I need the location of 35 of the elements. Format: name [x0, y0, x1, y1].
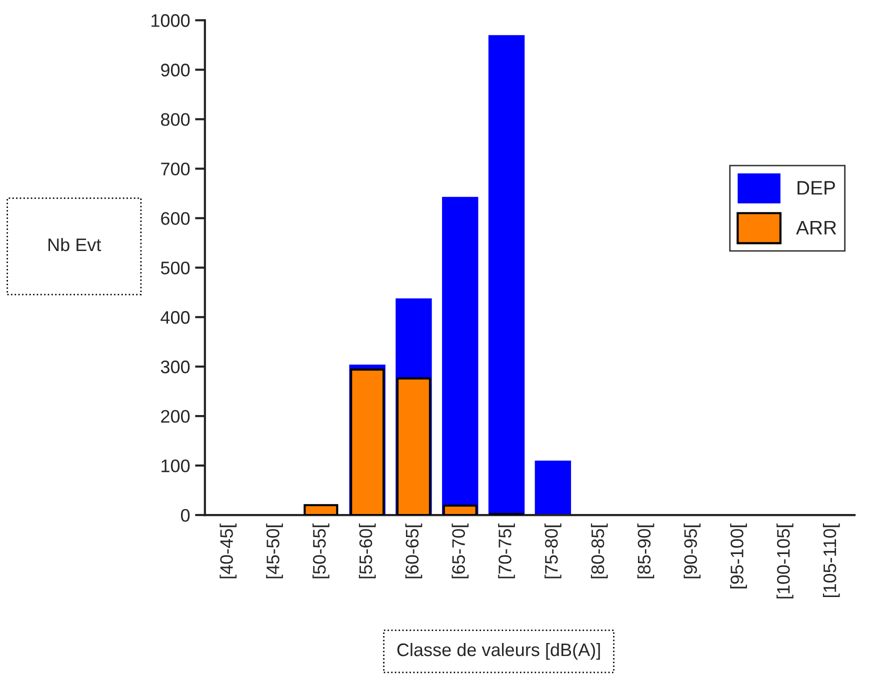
x-tick-label: [50-55[ — [312, 523, 330, 578]
y-tick-label: 300 — [160, 360, 190, 374]
y-tick-label: 900 — [161, 64, 190, 76]
x-tick-label: [65-70[ — [452, 523, 469, 578]
y-tick-label: 1000 — [152, 14, 190, 27]
x-tick-label: [100-105[ — [776, 523, 794, 598]
x-tick-label: [70-75[ — [498, 523, 515, 578]
bar — [534, 460, 572, 516]
x-tick-label: [90-95[ — [684, 523, 701, 578]
legend-label: ARR — [796, 220, 836, 234]
x-tick-label: [60-65[ — [405, 523, 422, 578]
y-tick-label: 200 — [161, 410, 190, 423]
x-tick-label: [80-85[ — [590, 523, 608, 578]
y-axis-title: Nb Evt — [48, 238, 102, 252]
x-tick-label: [85-90[ — [637, 523, 654, 578]
x-tick-label: [45-50[ — [266, 523, 283, 578]
y-tick-label: 400 — [160, 311, 190, 324]
y-tick-label: 600 — [161, 212, 190, 225]
legend-label: DEP — [798, 181, 835, 195]
bar — [442, 196, 478, 516]
y-tick-label: 800 — [161, 113, 190, 126]
x-axis-title: Classe de valeurs [dB(A)] — [397, 642, 600, 660]
y-tick-label: 500 — [160, 262, 190, 274]
y-tick-label: 700 — [161, 162, 190, 176]
bar — [442, 504, 478, 516]
y-tick-label: 100 — [162, 459, 190, 472]
y-tick-label: 0 — [181, 508, 190, 522]
bar — [304, 504, 338, 516]
bar — [488, 35, 525, 516]
x-tick-label: [105-110[ — [822, 523, 840, 598]
x-tick-label: [55-60[ — [358, 523, 376, 578]
x-tick-label: [95-100[ — [730, 523, 747, 588]
x-tick-label: [75-80[ — [544, 523, 562, 578]
bar — [396, 377, 432, 516]
x-tick-label: [40-45[ — [220, 523, 237, 578]
